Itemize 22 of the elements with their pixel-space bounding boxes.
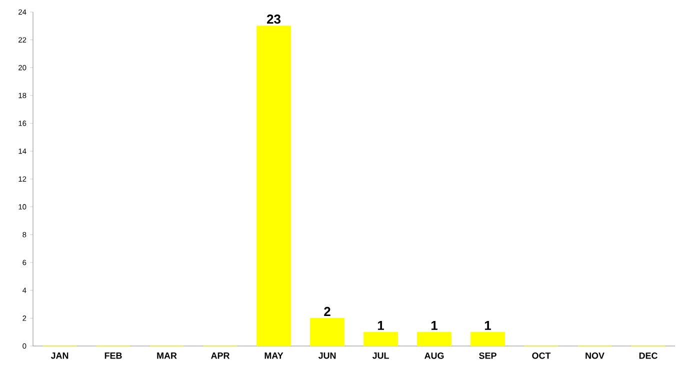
x-tick-label: APR bbox=[211, 352, 230, 359]
data-label: 1 bbox=[378, 320, 384, 330]
x-tick-label: MAR bbox=[157, 352, 177, 359]
data-label: 1 bbox=[431, 320, 438, 330]
data-label: 23 bbox=[267, 14, 280, 24]
data-label: 2 bbox=[324, 306, 330, 316]
bar bbox=[417, 332, 452, 346]
x-tick-label: OCT bbox=[532, 352, 551, 359]
bar bbox=[310, 318, 344, 346]
x-tick-label: JAN bbox=[50, 352, 68, 359]
x-tick-label: JUN bbox=[318, 352, 336, 359]
x-tick-label: DEC bbox=[639, 352, 658, 359]
bar bbox=[364, 332, 398, 346]
x-tick-label: FEB bbox=[104, 352, 122, 359]
x-tick-label: NOV bbox=[586, 352, 604, 359]
x-tick-label: JUL bbox=[372, 352, 389, 359]
x-tick-label: AUG bbox=[424, 352, 444, 359]
bar bbox=[256, 26, 291, 346]
x-tick-label: SEP bbox=[479, 352, 496, 359]
data-label: 1 bbox=[484, 320, 492, 330]
bar bbox=[470, 332, 505, 346]
x-tick-label: MAY bbox=[264, 352, 284, 359]
